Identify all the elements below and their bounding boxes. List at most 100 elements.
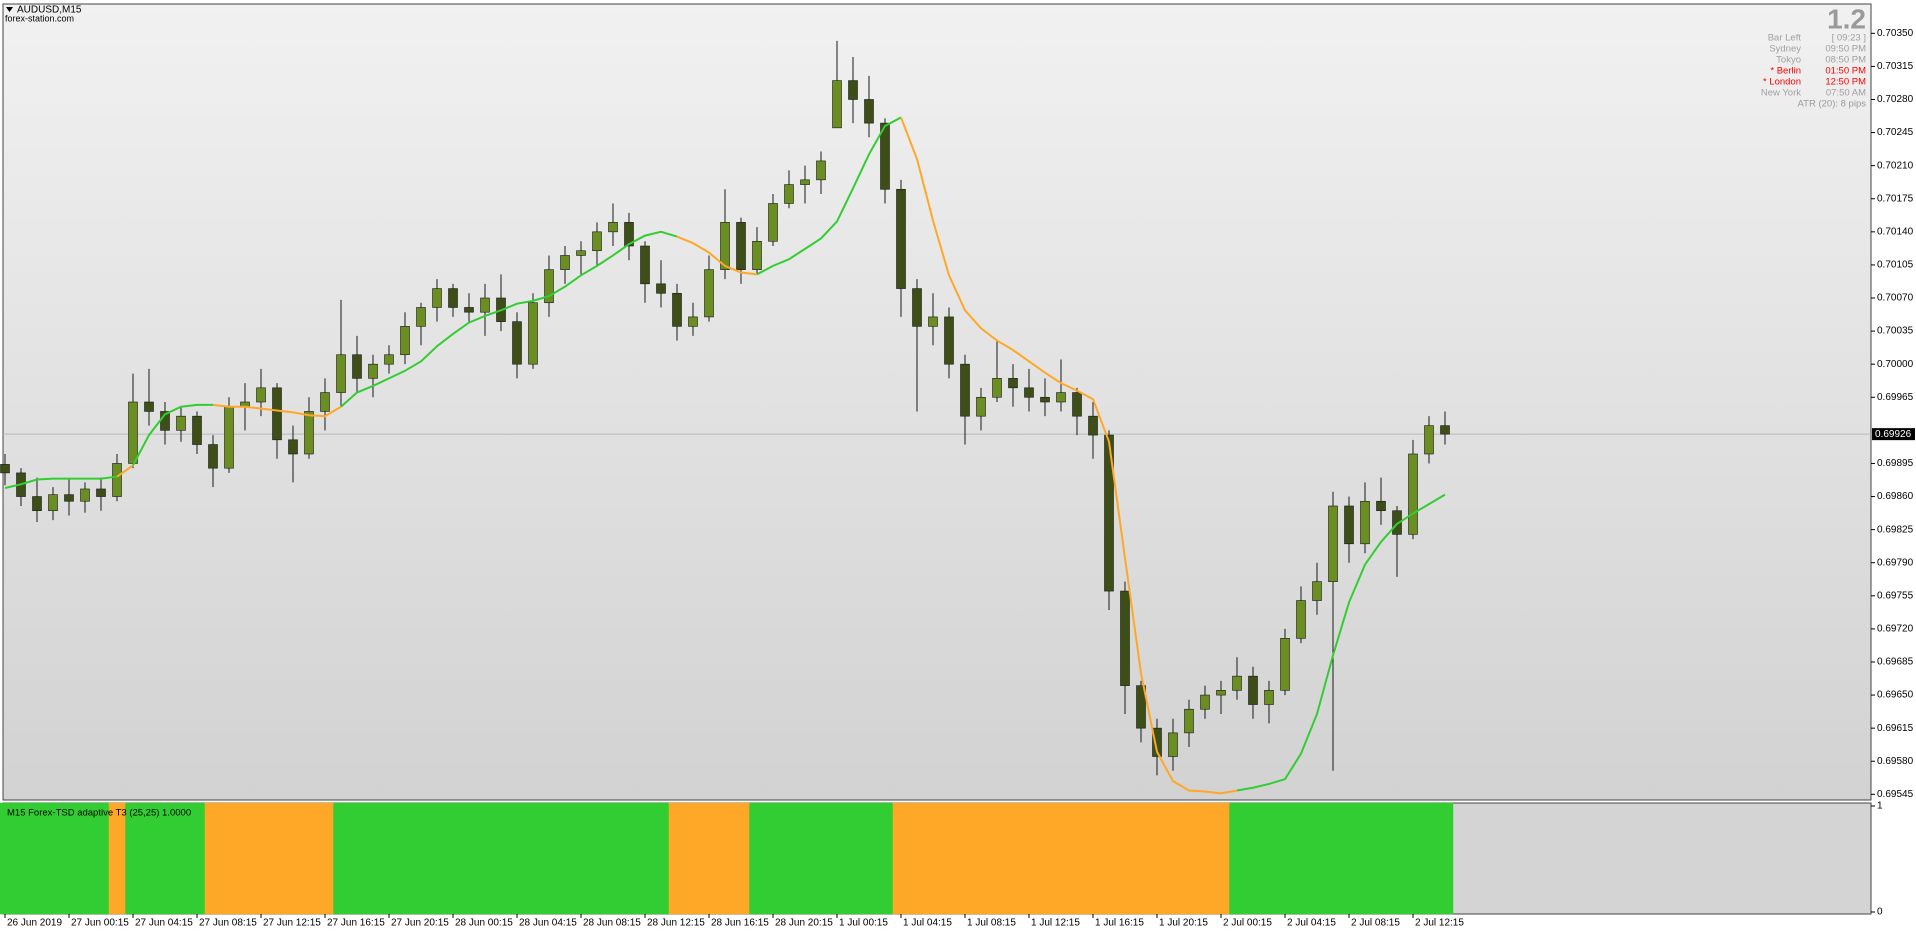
indicator-bar [252,802,270,915]
indicator-bar [412,802,430,915]
info-label: Sydney [1769,44,1801,55]
candle-body [1312,581,1322,601]
t3-line [116,464,134,478]
indicator-bar [1068,802,1086,915]
indicator-bar [860,802,878,915]
indicator-bar [60,802,78,915]
y-tick-label: 0.69860 [1877,491,1914,502]
indicator-bar [364,802,382,915]
bid-label: 0.69926 [1875,429,1912,440]
indicator-bar [444,802,462,915]
atr: ATR (20): 8 pips [1798,99,1867,110]
y-tick-label: 0 [1877,907,1883,918]
candle-body [672,292,682,327]
y-tick-label: 1 [1877,801,1883,812]
indicator-bar [940,802,958,915]
indicator-bar [124,802,142,915]
candle-body [480,297,490,313]
info-label: Bar Left [1768,33,1802,44]
indicator-bar [1372,802,1390,915]
indicator-bar [380,802,398,915]
indicator-bar [956,802,974,915]
x-tick-label: 28 Jun 16:15 [711,918,769,929]
candle-body [832,80,842,129]
candle-body [1280,638,1290,691]
candle-body [800,179,810,185]
candle-body [288,439,298,455]
x-tick-label: 28 Jun 04:15 [519,918,577,929]
indicator-bar [92,802,110,915]
candle-body [64,494,74,502]
candle-body [384,354,394,365]
indicator-bar [12,802,30,915]
indicator-bar [1196,802,1214,915]
candle-body [1136,685,1146,729]
y-tick-label: 0.70070 [1877,293,1914,304]
indicator-bar [1212,802,1230,915]
indicator-bar [1148,802,1166,915]
candle-body [752,240,762,270]
candle-body [592,231,602,252]
candle-body [176,415,186,431]
candle-body [80,488,90,502]
indicator-bar [508,802,526,915]
indicator-bar [204,802,222,915]
candle-body [432,288,442,308]
candle-body [256,387,266,403]
candle-body [976,396,986,417]
y-tick-label: 0.69650 [1877,690,1914,701]
x-tick-label: 1 Jul 08:15 [967,918,1016,929]
candle-body [624,222,634,247]
indicator-bar [892,802,910,915]
indicator-bar [716,802,734,915]
x-tick-label: 1 Jul 00:15 [839,918,888,929]
candle-body [784,184,794,204]
indicator-bar [604,802,622,915]
candle-body [960,363,970,417]
candle-body [416,307,426,327]
x-tick-label: 26 Jun 2019 [7,918,62,929]
y-tick-label: 0.69685 [1877,657,1914,668]
y-tick-label: 0.70315 [1877,61,1914,72]
info-value: 07:50 AM [1826,88,1866,99]
info-value: 01:50 PM [1825,66,1866,77]
candle-body [1152,727,1162,757]
indicator-bar [1100,802,1118,915]
indicator-bar [220,802,238,915]
candle-body [816,160,826,181]
candle-body [1072,392,1082,417]
y-tick-label: 0.70105 [1877,260,1914,271]
x-tick-label: 1 Jul 12:15 [1031,918,1080,929]
indicator-bar [620,802,638,915]
candle-body [928,316,938,327]
candle-body [1360,500,1370,545]
candle-body [144,401,154,412]
candle-body [32,496,42,512]
candle-body [1088,415,1098,436]
indicator-bar [1036,802,1054,915]
candle-body [208,444,218,469]
x-tick-label: 28 Jun 08:15 [583,918,641,929]
y-tick-label: 0.69895 [1877,458,1914,469]
indicator-bar [1420,802,1438,915]
candle-body [656,283,666,294]
info-value: 09:50 PM [1825,44,1866,55]
candle-body [1328,505,1338,582]
indicator-bar [236,802,254,915]
dropdown-icon[interactable] [6,7,13,12]
x-tick-label: 1 Jul 16:15 [1095,918,1144,929]
candle-body [400,326,410,356]
indicator-bar [1340,802,1358,915]
indicator-bar [1292,802,1310,915]
x-tick-label: 2 Jul 00:15 [1223,918,1272,929]
y-tick-label: 0.69790 [1877,557,1914,568]
indicator-bar [284,802,302,915]
y-tick-label: 0.69545 [1877,789,1914,800]
candle-body [992,378,1002,398]
candle-body [1264,690,1274,705]
candle-body [1248,675,1258,705]
indicator-bar [876,802,894,915]
indicator-bar [1052,802,1070,915]
t3-line [340,230,678,408]
